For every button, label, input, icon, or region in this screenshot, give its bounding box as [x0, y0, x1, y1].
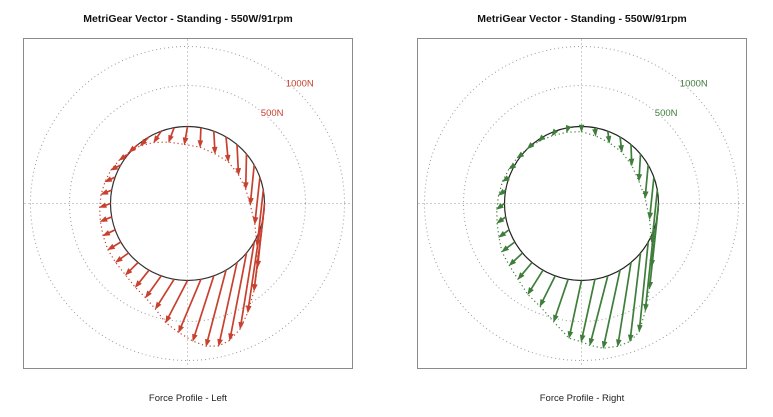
chart-title-right: MetriGear Vector - Standing - 550W/91rpm: [477, 13, 687, 25]
force-arrowhead: [100, 189, 109, 195]
force-arrowhead: [508, 162, 517, 170]
force-arrowhead: [224, 154, 231, 163]
force-arrowhead: [153, 135, 160, 144]
force-arrowhead: [579, 334, 586, 343]
chart-title-left: MetriGear Vector - Standing - 550W/91rpm: [83, 13, 293, 25]
force-arrowhead: [637, 324, 643, 333]
panel-right: MetriGear Vector - Standing - 550W/91rpm…: [417, 0, 747, 417]
force-arrowhead: [134, 280, 142, 288]
plot-area-right: 500N 1000N: [417, 38, 747, 369]
ring-label: 500N: [655, 108, 678, 119]
force-arrowhead: [539, 298, 546, 308]
force-arrowhead: [497, 188, 506, 196]
force-arrowhead: [538, 134, 546, 143]
panel-left: MetriGear Vector - Standing - 550W/91rpm…: [23, 0, 353, 417]
force-arrowhead: [592, 128, 598, 137]
force-tip-curve: [98, 141, 259, 347]
force-arrowhead: [192, 333, 198, 342]
force-arrowhead: [124, 268, 133, 276]
force-arrowhead: [508, 258, 517, 267]
force-arrowhead: [205, 338, 211, 348]
force-arrowhead: [501, 245, 510, 253]
plot-frame: [417, 38, 747, 369]
force-arrowhead: [588, 338, 595, 347]
force-arrowhead: [217, 338, 223, 347]
force-arrowhead: [553, 314, 559, 323]
polar-grid: [24, 39, 352, 368]
force-arrowhead: [601, 340, 608, 350]
force-arrowhead: [527, 287, 534, 296]
force-arrowhead: [618, 144, 624, 153]
force-arrowhead: [182, 137, 189, 146]
chart-caption-right: Force Profile - Right: [539, 393, 625, 404]
force-arrowhead: [168, 134, 174, 143]
force-arrowhead: [647, 212, 654, 221]
ring-label: 500N: [261, 108, 284, 119]
force-arrowhead: [114, 256, 123, 263]
force-profile-plot: 500N 1000N: [23, 38, 353, 369]
force-arrowhead: [551, 128, 559, 137]
force-arrowhead: [211, 146, 218, 155]
force-arrowhead: [501, 175, 510, 182]
plot-area-left: 500N 1000N: [23, 38, 353, 369]
force-arrowhead: [636, 173, 643, 182]
force-arrowhead: [605, 135, 612, 144]
force-arrowhead: [98, 202, 107, 208]
force-arrowhead: [107, 243, 116, 251]
force-vectors: [496, 124, 660, 350]
force-arrowhead: [99, 216, 108, 222]
force-arrowhead: [578, 124, 585, 133]
force-arrowhead: [498, 230, 507, 238]
force-arrowhead: [616, 339, 622, 348]
force-arrowhead: [178, 324, 184, 334]
force-arrowhead: [567, 331, 574, 340]
force-vectors: [98, 126, 266, 348]
force-arrowhead: [228, 333, 234, 342]
force-arrowhead: [526, 142, 535, 150]
force-arrowhead: [110, 164, 119, 171]
force-arrowhead: [642, 191, 649, 200]
force-arrowhead: [628, 158, 635, 167]
force-arrowhead: [245, 305, 252, 314]
plot-frame: [23, 38, 353, 369]
force-arrowhead: [197, 140, 204, 149]
ring-label: 1000N: [680, 78, 708, 89]
force-arrowhead: [496, 202, 504, 210]
ring-label: 1000N: [286, 78, 314, 89]
force-profile-plot: 500N 1000N: [417, 38, 747, 369]
force-arrowhead: [235, 167, 242, 176]
force-arrowhead: [516, 151, 525, 159]
force-arrowhead: [517, 272, 525, 280]
force-arrowhead: [165, 315, 172, 324]
force-arrowhead: [139, 138, 148, 147]
chart-caption-left: Force Profile - Left: [148, 393, 228, 404]
force-arrowhead: [145, 290, 152, 299]
force-arrowhead: [496, 216, 505, 224]
force-arrowhead: [154, 301, 162, 310]
force-arrowhead: [565, 124, 572, 134]
force-arrowhead: [627, 334, 634, 343]
polar-grid: [418, 39, 746, 368]
force-arrowhead: [102, 230, 111, 237]
force-arrowhead: [104, 176, 113, 183]
